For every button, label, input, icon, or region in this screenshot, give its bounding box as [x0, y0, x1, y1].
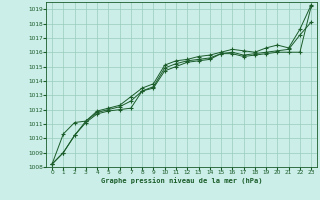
X-axis label: Graphe pression niveau de la mer (hPa): Graphe pression niveau de la mer (hPa) — [101, 178, 262, 184]
